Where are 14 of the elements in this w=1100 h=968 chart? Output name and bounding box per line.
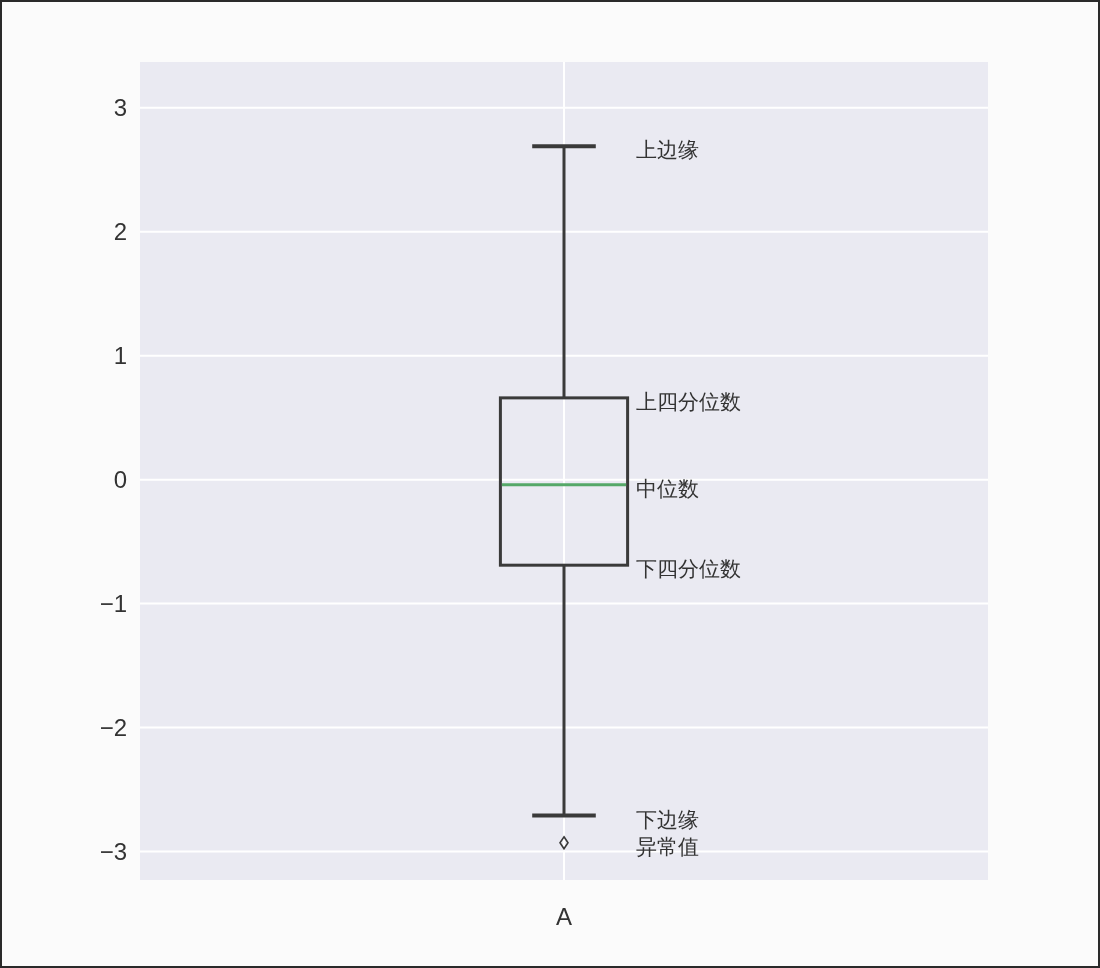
annotation: 异常值 [635,834,699,859]
y-tick-label: 0 [113,466,127,494]
y-tick-label: −2 [99,714,127,742]
annotation: 上四分位数 [635,389,741,414]
annotation: 下边缘 [635,807,699,832]
annotation: 上边缘 [635,138,699,163]
y-tick-label: −1 [99,590,127,618]
y-tick-label: −3 [99,837,127,865]
x-tick-label: A [555,902,573,930]
y-tick-label: 2 [113,218,127,246]
y-tick-label: 1 [113,342,127,370]
annotation: 中位数 [635,476,699,501]
y-tick-label: 3 [113,94,127,122]
annotation: 下四分位数 [635,557,741,582]
